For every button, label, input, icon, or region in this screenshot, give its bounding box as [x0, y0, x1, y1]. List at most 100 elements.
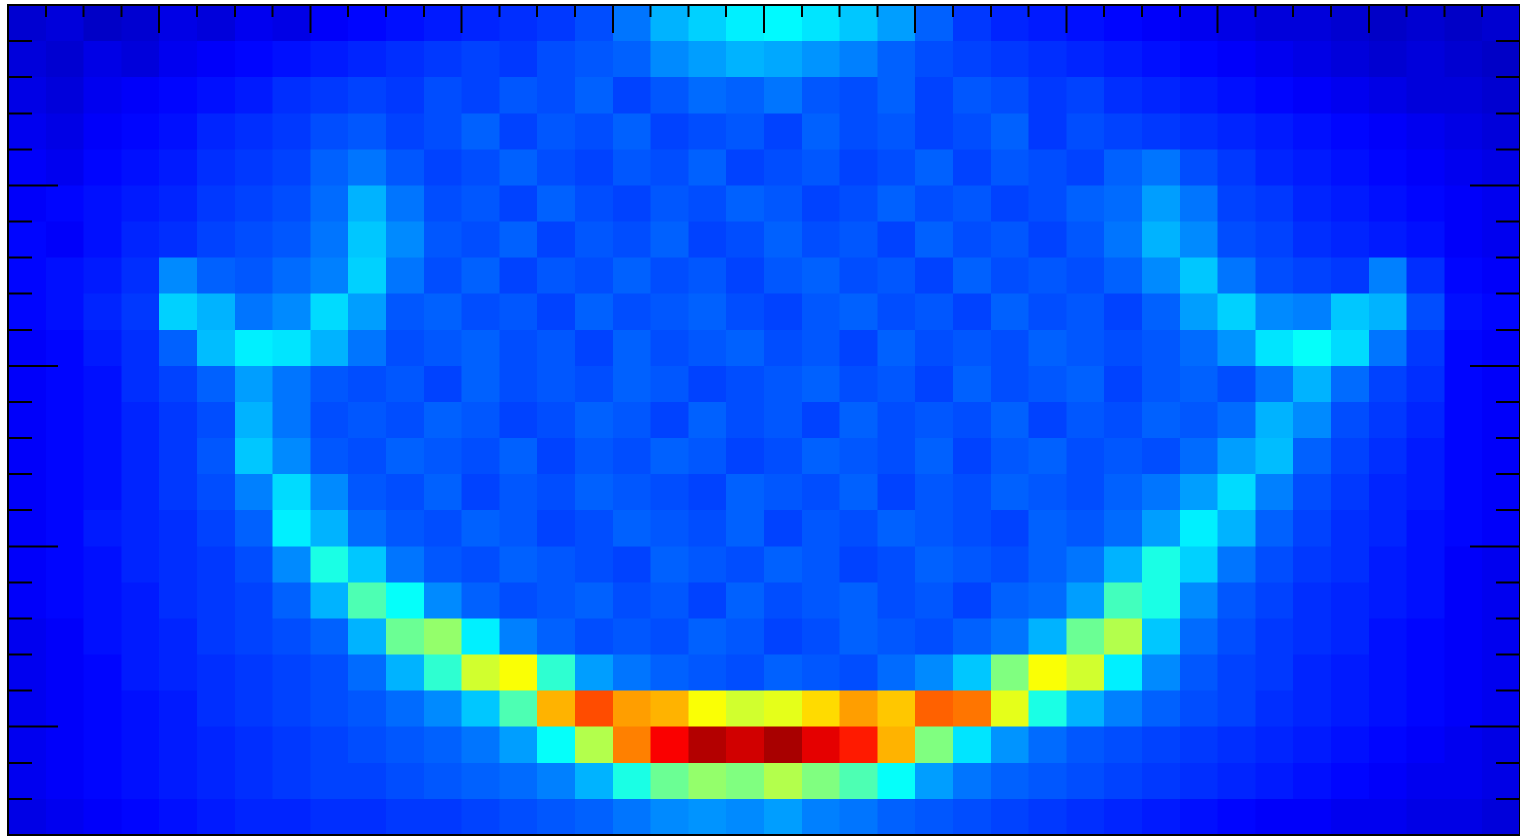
- heatmap-cell: [1029, 149, 1067, 186]
- heatmap-cell: [1331, 727, 1369, 764]
- heatmap-cell: [424, 41, 462, 78]
- heatmap-cell: [1180, 294, 1218, 331]
- heatmap-cell: [310, 655, 348, 692]
- heatmap-cell: [953, 438, 991, 475]
- heatmap-cell: [613, 546, 651, 583]
- heatmap-cell: [651, 366, 689, 403]
- heatmap-cell: [1180, 510, 1218, 547]
- heatmap-cell: [1066, 402, 1104, 439]
- heatmap-cell: [537, 618, 575, 655]
- heatmap-cell: [310, 727, 348, 764]
- heatmap-cell: [764, 222, 802, 259]
- heatmap-cell: [8, 366, 46, 403]
- heatmap-cell: [802, 5, 840, 42]
- heatmap-cell: [1293, 41, 1331, 78]
- heatmap-cell: [1180, 366, 1218, 403]
- heatmap-cell: [8, 546, 46, 583]
- heatmap-cell: [651, 5, 689, 42]
- heatmap-cell: [991, 438, 1029, 475]
- heatmap-cell: [1331, 149, 1369, 186]
- heatmap-cell: [1407, 366, 1445, 403]
- heatmap-cell: [1369, 258, 1407, 295]
- heatmap-cell: [462, 691, 500, 728]
- heatmap-cell: [802, 438, 840, 475]
- heatmap-cell: [991, 366, 1029, 403]
- heatmap-cell: [991, 5, 1029, 42]
- heatmap-cell: [1482, 655, 1520, 692]
- heatmap-cell: [613, 258, 651, 295]
- heatmap-cell: [1369, 294, 1407, 331]
- heatmap-cell: [8, 222, 46, 259]
- heatmap-cell: [915, 655, 953, 692]
- heatmap-cell: [651, 799, 689, 836]
- heatmap-cell: [386, 510, 424, 547]
- heatmap-cell: [273, 474, 311, 511]
- heatmap-cell: [1180, 149, 1218, 186]
- heatmap-cell: [1293, 77, 1331, 114]
- heatmap-cell: [651, 582, 689, 619]
- heatmap-cell: [348, 727, 386, 764]
- heatmap-cell: [613, 799, 651, 836]
- heatmap-cell: [651, 222, 689, 259]
- heatmap-cell: [613, 402, 651, 439]
- heatmap-cell: [197, 41, 235, 78]
- heatmap-cell: [537, 258, 575, 295]
- heatmap-cell: [1066, 113, 1104, 150]
- heatmap-cell: [197, 294, 235, 331]
- heatmap-cell: [1369, 727, 1407, 764]
- heatmap-cell: [991, 149, 1029, 186]
- heatmap-cell: [1369, 222, 1407, 259]
- heatmap-cell: [1142, 546, 1180, 583]
- heatmap-cell: [840, 438, 878, 475]
- heatmap-cell: [499, 149, 537, 186]
- heatmap-cell: [1407, 582, 1445, 619]
- heatmap-cell: [1369, 655, 1407, 692]
- heatmap-cell: [499, 799, 537, 836]
- heatmap-cell: [613, 113, 651, 150]
- heatmap-cell: [651, 113, 689, 150]
- heatmap-cell: [1444, 546, 1482, 583]
- heatmap-cell: [1482, 330, 1520, 367]
- heatmap-cell: [1218, 402, 1256, 439]
- heatmap-cell: [575, 185, 613, 222]
- heatmap-cell: [121, 330, 159, 367]
- heatmap-cell: [84, 258, 122, 295]
- heatmap-cell: [840, 113, 878, 150]
- heatmap-cell: [197, 330, 235, 367]
- heatmap-cell: [1482, 618, 1520, 655]
- heatmap-cell: [1255, 330, 1293, 367]
- heatmap-cell: [1293, 185, 1331, 222]
- heatmap-cell: [1407, 438, 1445, 475]
- heatmap-cell: [764, 510, 802, 547]
- heatmap-cell: [915, 582, 953, 619]
- heatmap-cell: [462, 402, 500, 439]
- heatmap-cell: [424, 402, 462, 439]
- heatmap-cell: [1255, 582, 1293, 619]
- heatmap-cell: [877, 149, 915, 186]
- heatmap-cell: [877, 402, 915, 439]
- heatmap-cell: [915, 799, 953, 836]
- heatmap-cell: [802, 474, 840, 511]
- heatmap-cell: [764, 691, 802, 728]
- heatmap-cell: [424, 438, 462, 475]
- heatmap-cell: [348, 618, 386, 655]
- heatmap-cell: [1029, 330, 1067, 367]
- heatmap-cell: [1029, 402, 1067, 439]
- heatmap-cell: [537, 474, 575, 511]
- heatmap-cell: [1104, 763, 1142, 800]
- heatmap-cell: [726, 149, 764, 186]
- heatmap-cell: [1029, 113, 1067, 150]
- heatmap-cell: [1482, 546, 1520, 583]
- heatmap-cell: [499, 618, 537, 655]
- heatmap-cell: [1218, 185, 1256, 222]
- heatmap-cell: [802, 402, 840, 439]
- heatmap-cell: [1066, 763, 1104, 800]
- heatmap-cell: [499, 727, 537, 764]
- heatmap-cell: [802, 330, 840, 367]
- heatmap-cell: [1444, 618, 1482, 655]
- heatmap-cell: [1444, 113, 1482, 150]
- heatmap-cell: [348, 655, 386, 692]
- heatmap-cell: [1293, 582, 1331, 619]
- heatmap-cell: [46, 366, 84, 403]
- heatmap-cell: [235, 77, 273, 114]
